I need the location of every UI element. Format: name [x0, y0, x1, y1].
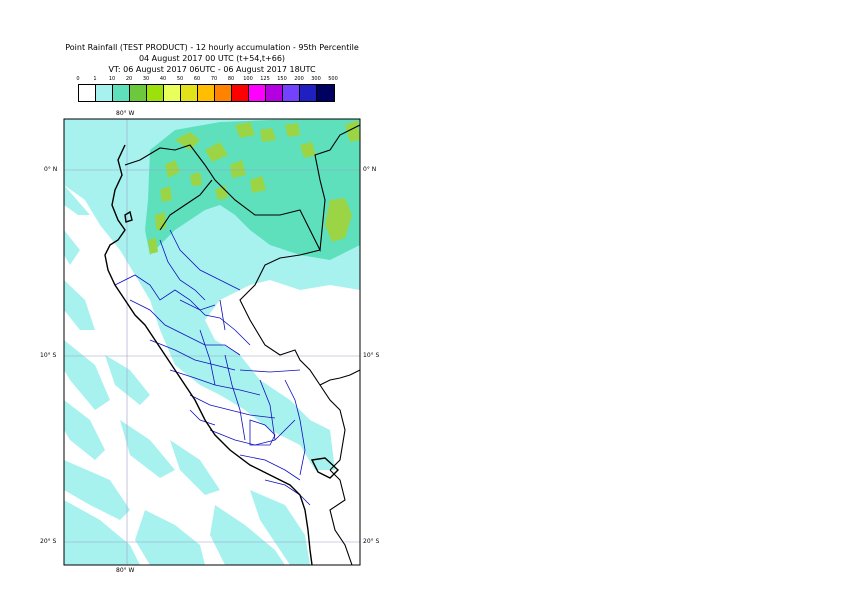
legend-tick-label: 70: [210, 76, 218, 82]
department-boundaries: [114, 229, 311, 506]
legend-tick-label: 20: [125, 76, 133, 82]
legend-swatch: [300, 85, 317, 101]
legend-swatch: [181, 85, 198, 101]
legend-tick-label: 50: [176, 76, 184, 82]
legend-tick-label: 30: [142, 76, 150, 82]
rain-heavy-areas: [148, 120, 360, 254]
valid-time: VT: 06 August 2017 06UTC - 06 August 201…: [108, 65, 316, 74]
lat-label-right-20: 20° S: [363, 538, 380, 545]
legend-swatch: [215, 85, 232, 101]
legend-swatch: [79, 85, 96, 101]
legend-swatch: [266, 85, 283, 101]
legend-tick-label: 80: [227, 76, 235, 82]
legend-swatch: [96, 85, 113, 101]
legend-tick-label: 200: [294, 76, 304, 82]
lat-label-left-20: 20° S: [40, 538, 57, 545]
color-legend: [78, 84, 335, 102]
legend-tick-label: 10: [108, 76, 116, 82]
legend-swatch: [249, 85, 266, 101]
run-time: 04 August 2017 00 UTC (t+54,t+66): [138, 54, 286, 63]
coastline: [104, 144, 340, 565]
lon-label-top: 80° W: [116, 110, 135, 117]
legend-swatch: [130, 85, 147, 101]
national-borders: [124, 124, 360, 565]
lat-label-left-10: 10° S: [40, 352, 57, 359]
legend-swatch: [113, 85, 130, 101]
legend-swatch: [283, 85, 300, 101]
legend-tick-label: 100: [243, 76, 253, 82]
graticule: [64, 119, 360, 565]
map-frame: [63, 118, 361, 566]
legend-tick-label: 0: [76, 76, 80, 82]
legend-swatch: [317, 85, 334, 101]
legend-swatch: [164, 85, 181, 101]
legend-swatch: [198, 85, 215, 101]
legend-tick-label: 500: [328, 76, 338, 82]
legend-tick-label: 300: [311, 76, 321, 82]
legend-tick-label: 40: [159, 76, 167, 82]
legend-tick-label: 60: [193, 76, 201, 82]
legend-tick-label: 150: [277, 76, 287, 82]
lat-label-right-10: 10° S: [363, 352, 380, 359]
lon-label-bottom: 80° W: [116, 567, 135, 574]
lat-label-left-0: 0° N: [44, 166, 58, 173]
legend-tick-label: 125: [260, 76, 270, 82]
legend-swatch: [232, 85, 249, 101]
legend-swatch: [147, 85, 164, 101]
chart-title: Point Rainfall (TEST PRODUCT) - 12 hourl…: [65, 43, 359, 52]
legend-tick-label: 1: [93, 76, 97, 82]
lat-label-right-0: 0° N: [363, 166, 377, 173]
